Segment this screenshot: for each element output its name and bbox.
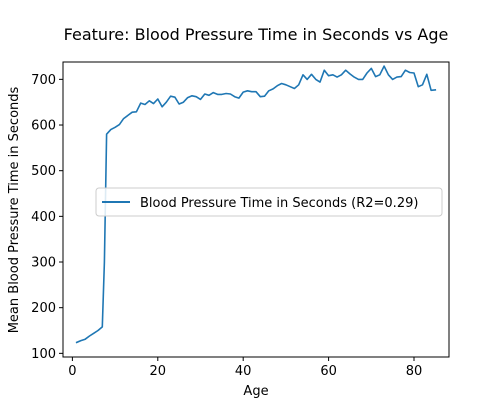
x-tick-label: 40 xyxy=(235,364,252,379)
x-axis-label: Age xyxy=(243,384,268,399)
chart-title: Feature: Blood Pressure Time in Seconds … xyxy=(64,25,449,44)
legend-label: Blood Pressure Time in Seconds (R2=0.29) xyxy=(140,196,418,211)
x-tick-label: 80 xyxy=(406,364,423,379)
y-tick-label: 100 xyxy=(31,347,56,362)
y-tick-label: 700 xyxy=(31,73,56,88)
x-tick-label: 20 xyxy=(150,364,167,379)
y-tick-label: 300 xyxy=(31,256,56,271)
x-tick-label: 0 xyxy=(68,364,76,379)
x-tick-label: 60 xyxy=(320,364,337,379)
y-axis-label: Mean Blood Pressure Time in Seconds xyxy=(7,86,22,333)
y-tick-label: 200 xyxy=(31,301,56,316)
legend: Blood Pressure Time in Seconds (R2=0.29) xyxy=(96,188,442,216)
y-tick-label: 600 xyxy=(31,119,56,134)
y-tick-label: 500 xyxy=(31,164,56,179)
y-tick-label: 400 xyxy=(31,210,56,225)
